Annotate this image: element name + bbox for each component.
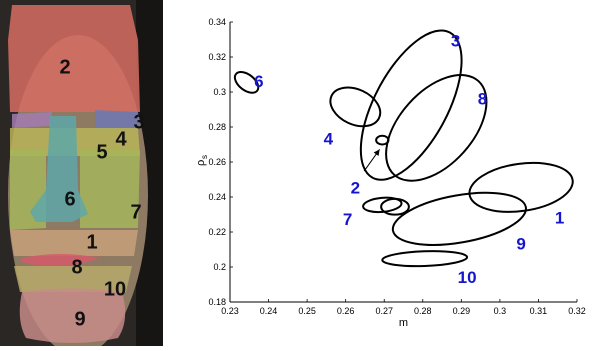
ellipse-region-3: [359, 29, 463, 181]
ellipse-label-7: 7: [343, 210, 352, 229]
ellipse-region-1: [468, 161, 574, 213]
region-labels: 2 345 6 7 18 10 9: [59, 56, 144, 330]
region-label-1: 1: [86, 231, 97, 253]
region-4-left-brow: [12, 112, 52, 128]
ellipse-label-1: 1: [555, 208, 564, 227]
y-tick-label: 0.3: [213, 87, 226, 97]
y-tick-label: 0.34: [208, 17, 226, 27]
ellipse-region-8: [385, 74, 488, 182]
face-segmentation-photo: 2 3 4 5 6 7 1 8 10 9: [0, 0, 163, 351]
ellipse-region-4: [329, 86, 382, 128]
y-tick-label: 0.22: [208, 227, 226, 237]
region-label-3: 3: [133, 111, 144, 133]
x-axis-title: m: [399, 317, 408, 329]
region-9-chin: [19, 288, 126, 343]
ellipse-label-10: 10: [458, 268, 477, 287]
ellipse-region-10: [381, 250, 469, 268]
face-photo-svg: 2 345 6 7 18 10 9: [0, 0, 163, 351]
ellipse-region-6: [233, 71, 260, 94]
x-tick-label: 0.27: [375, 306, 393, 316]
region-label-8: 8: [71, 256, 82, 278]
y-tick-label: 0.28: [208, 122, 226, 132]
region-label-7: 7: [130, 201, 141, 223]
region-label-10: 10: [104, 278, 126, 300]
region-10-chin-sides: [14, 266, 132, 292]
y-axis-title-subscript: s: [200, 155, 209, 159]
ellipse-label-9: 9: [516, 235, 525, 254]
region-label-4: 4: [115, 128, 127, 150]
scatter-plot: 0.23 0.24 0.25 0.26 0.27 0.28 0.29 0.3 0.31 0.32 0…: [190, 0, 603, 346]
y-tick-label: 0.32: [208, 52, 226, 62]
y-axis-title: ρ s: [195, 155, 209, 166]
region-label-2: 2: [59, 56, 70, 78]
x-tick-label: 0.32: [568, 306, 586, 316]
y-tick-label: 0.2: [213, 262, 226, 272]
pointer-arrow-head: [373, 149, 380, 157]
x-tick-label: 0.31: [530, 306, 548, 316]
ellipse-region-7: [362, 196, 403, 214]
ellipse-label-4: 4: [324, 130, 334, 149]
plot-svg: 0.23 0.24 0.25 0.26 0.27 0.28 0.29 0.3 0.31 0.320…: [195, 17, 586, 329]
region-label-5: 5: [96, 141, 107, 163]
x-tick-label: 0.26: [337, 306, 355, 316]
y-tick-label: 0.18: [208, 297, 226, 307]
y-tick-label: 0.24: [208, 192, 226, 202]
region-label-6: 6: [64, 188, 75, 210]
x-tick-label: 0.28: [414, 306, 432, 316]
y-tick-label: 0.26: [208, 157, 226, 167]
ellipse-label-3: 3: [451, 32, 460, 51]
ellipse-label-8: 8: [478, 89, 487, 108]
x-tick-label: 0.25: [298, 306, 316, 316]
region-8-lips: [22, 254, 100, 267]
ellipse-region-9: [391, 191, 527, 246]
region-2-forehead: [8, 5, 140, 112]
region-label-9: 9: [74, 308, 85, 330]
ellipse-label-6: 6: [254, 72, 263, 91]
region-6-nose: [30, 116, 88, 222]
region-1-upper-lip: [10, 230, 138, 256]
x-tick-label: 0.24: [260, 306, 278, 316]
x-tick-label: 0.3: [494, 306, 507, 316]
y-axis-title-main: ρ: [195, 160, 207, 166]
ellipse-label-2: 2: [351, 179, 360, 198]
x-tick-label: 0.29: [453, 306, 471, 316]
region-3-right-brow: [95, 110, 140, 130]
x-tick-label: 0.23: [221, 306, 239, 316]
